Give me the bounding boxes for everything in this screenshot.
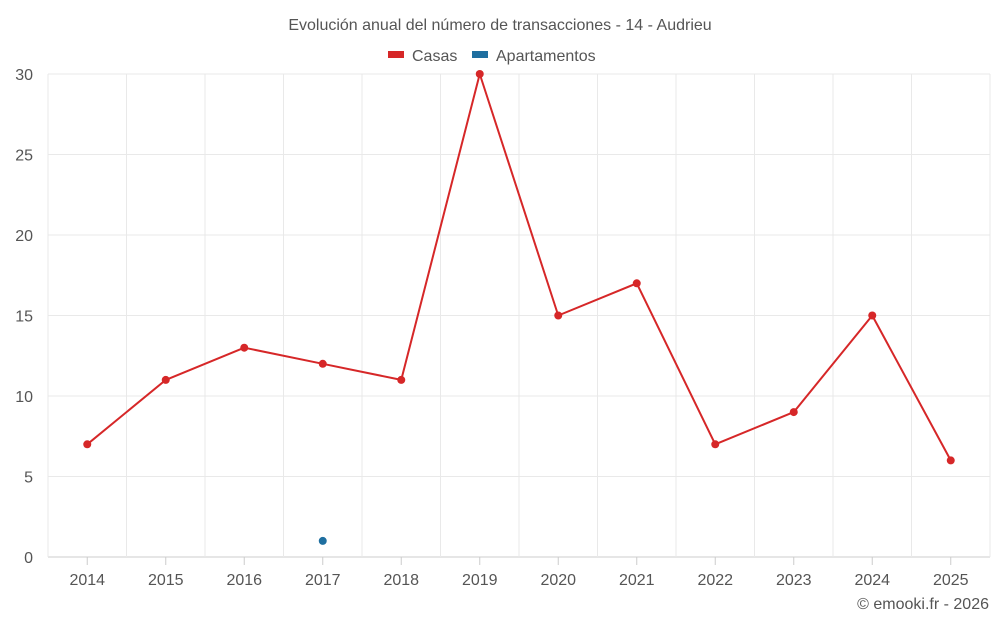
data-point-casas[interactable] xyxy=(946,456,955,465)
data-point-casas[interactable] xyxy=(397,375,406,384)
data-point-casas[interactable] xyxy=(789,408,798,417)
data-point-casas[interactable] xyxy=(711,440,720,449)
x-tick-label: 2020 xyxy=(540,572,576,589)
y-axis-ticks: 0 5 10 15 20 25 30 xyxy=(15,67,33,567)
x-tick-label: 2023 xyxy=(776,572,812,589)
x-tick-label: 2019 xyxy=(462,572,498,589)
y-tick-label: 30 xyxy=(15,67,33,84)
x-tick-label: 2017 xyxy=(305,572,341,589)
legend-swatch-casas xyxy=(388,51,404,58)
y-tick-label: 0 xyxy=(24,550,33,567)
x-tick-label: 2021 xyxy=(619,572,655,589)
data-point-casas[interactable] xyxy=(240,343,249,352)
legend-item-apartamentos[interactable]: Apartamentos xyxy=(472,48,596,65)
data-point-casas[interactable] xyxy=(318,359,327,368)
x-tick-label: 2024 xyxy=(854,572,890,589)
data-point-casas[interactable] xyxy=(161,375,170,384)
grid xyxy=(47,73,991,558)
y-tick-label: 20 xyxy=(15,228,33,245)
legend[interactable]: Casas Apartamentos xyxy=(388,48,596,65)
legend-label-casas: Casas xyxy=(412,48,457,65)
x-tick-label: 2018 xyxy=(383,572,419,589)
x-tick-label: 2014 xyxy=(69,572,105,589)
credit-text: © emooki.fr - 2026 xyxy=(857,596,989,613)
data-point-casas[interactable] xyxy=(475,70,484,78)
y-tick-label: 5 xyxy=(24,470,33,487)
x-tick-label: 2022 xyxy=(697,572,733,589)
data-point-casas[interactable] xyxy=(554,311,563,320)
series-line-casas xyxy=(86,73,952,461)
chart-title: Evolución anual del número de transaccio… xyxy=(288,17,711,34)
y-tick-label: 25 xyxy=(15,148,33,165)
data-point-casas[interactable] xyxy=(632,279,641,288)
x-axis-ticks: 2014 2015 2016 2017 2018 2019 2020 2021 2022 2023… xyxy=(69,557,969,589)
data-point-casas[interactable] xyxy=(868,311,877,320)
legend-item-casas[interactable]: Casas xyxy=(388,48,457,65)
y-tick-label: 15 xyxy=(15,309,33,326)
legend-swatch-apartamentos xyxy=(472,51,488,58)
x-tick-label: 2016 xyxy=(226,572,262,589)
y-tick-label: 10 xyxy=(15,389,33,406)
data-point-casas[interactable] xyxy=(83,440,92,449)
x-tick-label: 2015 xyxy=(148,572,184,589)
x-tick-label: 2025 xyxy=(933,572,969,589)
legend-label-apartamentos: Apartamentos xyxy=(496,48,596,65)
data-point-apartamentos[interactable] xyxy=(318,536,327,545)
series xyxy=(83,70,955,545)
